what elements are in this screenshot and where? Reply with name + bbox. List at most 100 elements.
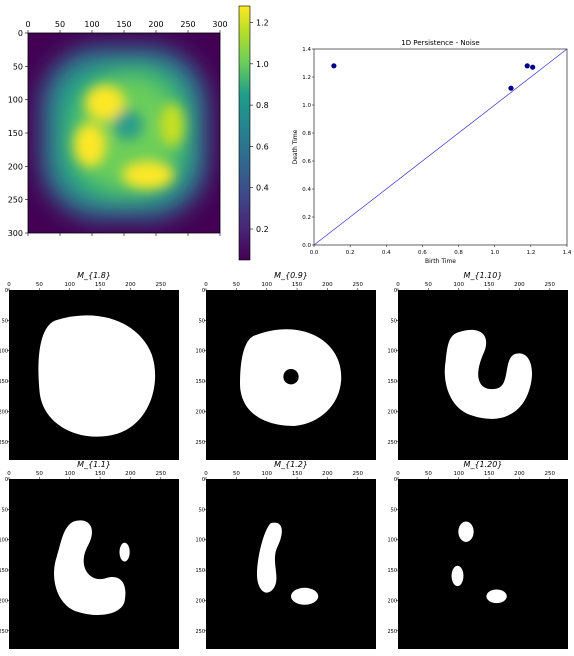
mask-panel: M_{1.8} 0 50 100 150 200 250 0 50 100 150 200 250 [0,271,179,460]
mask-x-tick-label: 200 [514,471,525,477]
mask-title: M_{1.2} [274,460,308,469]
persistence-y-tick-label: 1.4 [302,47,311,53]
mask-region [458,521,474,542]
mask-y-tick-label: 150 [195,568,205,574]
mask-x-tick-label: 0 [396,282,400,288]
mask-y-tick-label: 200 [0,598,8,604]
heatmap-x-tick-label: 200 [148,20,163,29]
mask-y-tick-label: 250 [0,629,8,635]
persistence-point [524,63,530,69]
mask-x-tick-label: 200 [322,471,333,477]
mask-y-tick-label: 100 [0,538,8,544]
mask-x-tick-label: 50 [425,471,432,477]
heatmap-y-tick-label: 300 [8,229,23,238]
mask-y-tick-label: 200 [0,409,8,415]
mask-x-tick-label: 150 [95,471,106,477]
mask-title: M_{1.20} [464,460,503,469]
heatmap-y-tick-label: 150 [8,129,23,138]
mask-y-tick-label: 200 [387,598,397,604]
mask-x-tick-label: 0 [7,471,11,477]
mask-panel: M_{0.9} 0 50 100 150 200 250 0 50 100 150 200 250 [195,271,376,460]
mask-y-tick-label: 150 [195,379,205,385]
heatmap-image [28,33,220,233]
mask-panel: M_{1.10} 0 50 100 150 200 250 0 50 100 150 200 250 [387,271,568,460]
mask-region [119,542,130,562]
heatmap-x-tick-label: 300 [212,20,227,29]
mask-region [54,520,126,615]
mask-y-tick-label: 250 [387,629,397,635]
mask-x-tick-label: 250 [156,282,167,288]
mask-title: M_{1.10} [464,271,503,280]
colorbar-tick-label: 0.4 [256,184,269,193]
persistence-ylabel: Death Time [292,129,299,164]
mask-y-tick-label: 250 [195,440,205,446]
mask-x-tick-label: 150 [292,282,303,288]
heatmap-y-tick-label: 50 [13,62,23,71]
mask-x-tick-label: 100 [64,471,75,477]
persistence-point [331,63,337,69]
mask-x-tick-label: 100 [453,282,464,288]
mask-y-tick-label: 100 [195,349,205,355]
mask-y-tick-label: 50 [199,318,205,324]
persistence-x-tick-label: 1.0 [490,250,499,256]
mask-y-tick-label: 250 [195,629,205,635]
heatmap-x-ticks: 0 50 100 150 200 250 300 [25,20,228,236]
heatmap-panel: 0 50 100 150 200 250 300 0 50 100 150 200 250 300 0.… [8,5,269,261]
persistence-x-tick-label: 1.2 [526,250,535,256]
mask-y-tick-label: 150 [387,379,397,385]
mask-x-tick-label: 0 [204,282,208,288]
persistence-axes [313,48,568,246]
persistence-x-ticks: 0.0 0.2 0.4 0.6 0.8 1.0 1.2 1.4 [310,245,572,256]
persistence-x-tick-label: 1.4 [563,250,572,256]
mask-x-tick-label: 0 [204,471,208,477]
persistence-y-tick-label: 1.2 [302,75,311,81]
persistence-point [508,85,514,91]
heatmap-y-ticks: 0 50 100 150 200 250 300 [8,29,28,238]
mask-region [451,565,464,587]
persistence-points [331,63,536,91]
heatmap-y-tick-label: 200 [8,162,23,171]
heatmap-x-tick-label: 100 [84,20,99,29]
mask-x-tick-label: 150 [292,471,303,477]
persistence-y-tick-label: 0.0 [302,243,311,249]
mask-region [38,315,156,437]
mask-y-tick-label: 150 [387,568,397,574]
mask-x-tick-label: 200 [322,282,333,288]
mask-title: M_{1.1} [77,460,111,469]
persistence-y-ticks: 0.0 0.2 0.4 0.6 0.8 1.0 1.2 1.4 [302,47,314,249]
mask-x-tick-label: 0 [396,471,400,477]
mask-title: M_{0.9} [274,271,308,280]
mask-x-tick-label: 100 [64,282,75,288]
persistence-x-tick-label: 0.4 [382,250,391,256]
mask-region [444,329,532,419]
mask-y-tick-label: 100 [0,349,8,355]
heatmap-x-tick-label: 50 [55,20,65,29]
mask-y-tick-label: 250 [0,440,8,446]
mask-y-tick-label: 200 [387,409,397,415]
persistence-y-tick-label: 0.8 [302,131,311,137]
mask-y-tick-label: 200 [195,409,205,415]
colorbar-tick-label: 0.8 [256,101,269,110]
persistence-title: 1D Persistence - Noise [401,39,480,47]
mask-y-tick-label: 0 [394,288,397,294]
persistence-y-tick-label: 0.2 [302,215,311,221]
mask-image [398,479,568,649]
persistence-panel: 1D Persistence - Noise 0.0 0.2 0.4 0.6 0.8 1.… [292,39,572,265]
heatmap-x-tick-label: 0 [25,20,30,29]
mask-y-tick-label: 0 [202,477,205,483]
mask-y-tick-label: 100 [387,349,397,355]
mask-x-tick-label: 100 [453,471,464,477]
mask-hole [283,369,299,385]
mask-x-tick-label: 100 [261,282,272,288]
mask-y-tick-label: 0 [202,288,205,294]
mask-x-tick-label: 250 [545,282,556,288]
mask-region [257,522,282,593]
mask-panel: M_{1.20} 0 50 100 150 200 250 0 50 100 150 200 250 [387,460,568,649]
persistence-y-tick-label: 1.0 [302,103,311,109]
heatmap-x-tick-label: 150 [116,20,131,29]
mask-panel: M_{1.1} 0 50 100 150 200 250 0 50 100 150 200 250 [0,460,179,649]
persistence-xlabel: Birth Time [425,258,456,265]
heatmap-y-tick-label: 0 [18,29,23,38]
colorbar-tick-label: 1.2 [256,19,269,28]
